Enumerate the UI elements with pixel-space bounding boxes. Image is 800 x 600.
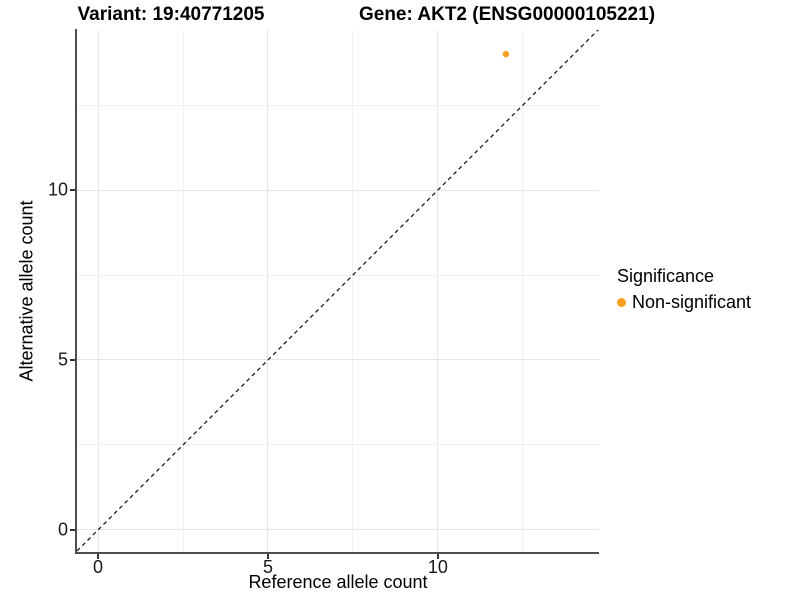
variant-title: Variant: 19:40771205 (77, 4, 265, 25)
vertical-gridline (182, 30, 184, 553)
legend-key-dot-icon (617, 298, 626, 307)
x-tick-label: 10 (427, 557, 448, 577)
y-tick-mark (70, 358, 75, 361)
plot-canvas (77, 30, 599, 552)
horizontal-gridline (77, 529, 599, 531)
x-tick-mark (436, 554, 439, 559)
x-axis-line (75, 552, 599, 554)
y-tick-mark (70, 528, 75, 531)
vertical-gridline (97, 30, 99, 553)
horizontal-gridline (77, 189, 599, 191)
vertical-gridline (522, 30, 524, 553)
legend: Significance Non-significant (617, 266, 751, 313)
y-tick-mark (70, 189, 75, 192)
x-tick-mark (266, 554, 269, 559)
y-tick-label: 5 (57, 349, 68, 370)
y-axis-title: Alternative allele count (16, 200, 37, 382)
horizontal-gridline (77, 444, 599, 446)
data-point (502, 50, 510, 58)
vertical-gridline (352, 30, 354, 553)
legend-item: Non-significant (617, 292, 751, 313)
horizontal-gridline (77, 104, 599, 106)
legend-item-label: Non-significant (632, 292, 752, 312)
horizontal-gridline (77, 274, 599, 276)
y-axis-line (75, 29, 77, 554)
x-axis-title: Reference allele count (248, 572, 428, 592)
plot-panel (77, 30, 599, 553)
y-tick-label: 0 (57, 519, 68, 540)
vertical-gridline (437, 30, 439, 553)
x-tick-label: 0 (93, 557, 104, 577)
identity-diagonal-line (77, 30, 599, 552)
vertical-gridline (267, 30, 269, 553)
y-tick-label: 10 (47, 179, 68, 200)
legend-title: Significance (617, 266, 715, 286)
gene-title: Gene: AKT2 (ENSG00000105221) (358, 4, 656, 25)
legend-items: Non-significant (617, 292, 751, 313)
x-tick-label: 5 (262, 557, 273, 577)
horizontal-gridline (77, 359, 599, 361)
x-tick-mark (97, 554, 100, 559)
